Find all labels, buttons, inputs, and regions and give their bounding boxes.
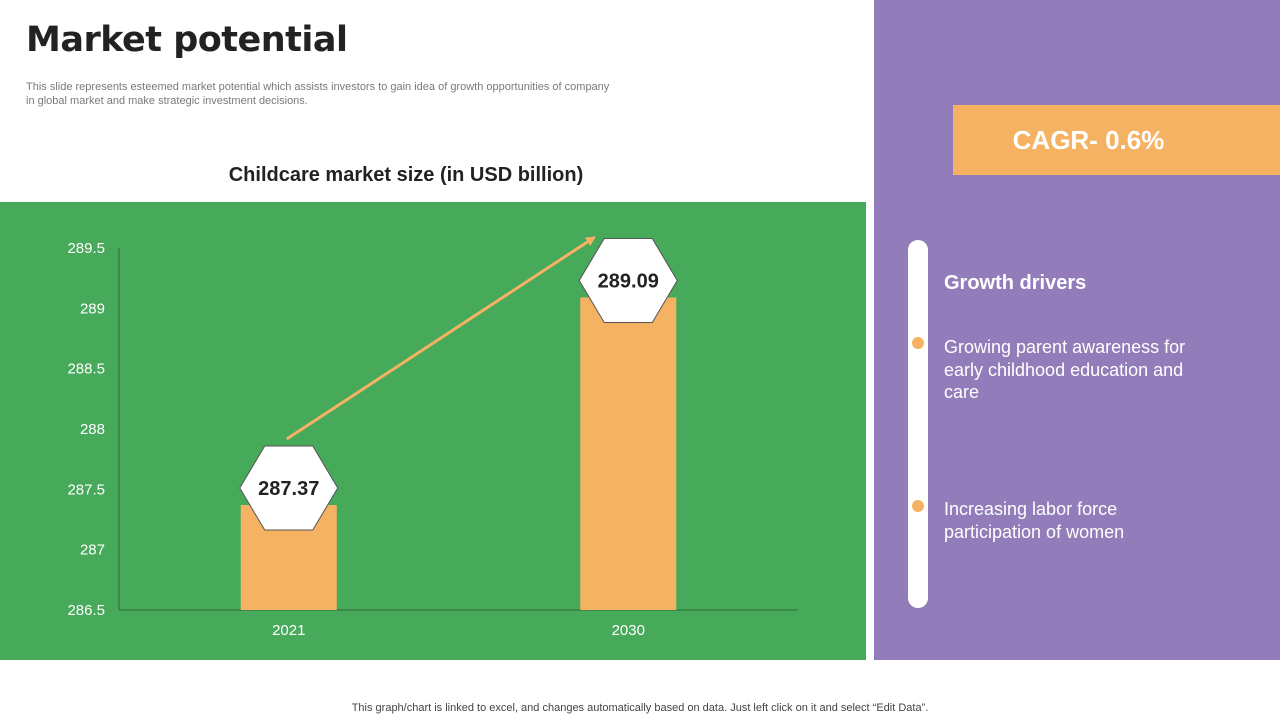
timeline-bar [908,240,928,608]
bullet-dot-icon [912,337,924,349]
y-tick-label: 288.5 [67,361,105,378]
y-tick-label: 288 [80,421,105,438]
data-label-hexagon [578,237,678,323]
page-title: Market potential [26,20,348,60]
growth-driver-item: Increasing labor force participation of … [944,499,1125,542]
bar-chart[interactable]: 286.5 287 287.5 288 288.5 289 289.5 2021 2030 287… [0,202,866,660]
page-subtitle: This slide represents esteemed market po… [26,81,610,107]
footer-note: This graph/chart is linked to excel, and… [351,702,929,714]
chart-panel: 286.5 287 287.5 288 288.5 289 289.5 2021 2030 287… [0,202,866,660]
y-tick-label: 289 [80,300,105,317]
y-tick-label: 286.5 [67,602,105,619]
data-label: 287.37 [258,478,319,500]
growth-drivers-panel [874,0,1280,660]
growth-arrow-icon [285,236,596,441]
x-tick-label: 2021 [272,622,305,639]
cagr-badge: CAGR- 0.6% [953,105,1280,175]
y-tick-label: 287.5 [67,481,105,498]
bullet-dot-icon [912,500,924,512]
y-tick-label: 287 [80,542,105,559]
y-tick-label: 289.5 [67,240,105,257]
chart-title: Childcare market size (in USD billion) [228,164,584,186]
x-tick-label: 2030 [612,622,645,639]
bar-2030 [580,297,677,610]
growth-driver-item: Growing parent awareness for early child… [944,337,1186,402]
data-label: 289.09 [598,270,659,292]
growth-drivers-title: Growth drivers [944,272,1087,294]
data-label-hexagon [239,445,339,531]
